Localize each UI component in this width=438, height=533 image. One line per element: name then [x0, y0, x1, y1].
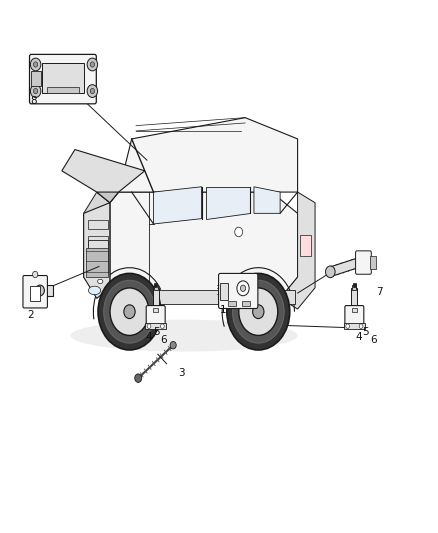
Polygon shape — [62, 150, 145, 203]
Text: 1: 1 — [220, 305, 227, 315]
Bar — [370, 256, 376, 270]
Bar — [46, 87, 79, 93]
Circle shape — [35, 285, 44, 296]
Circle shape — [346, 324, 350, 328]
Bar — [108, 290, 295, 304]
Polygon shape — [119, 118, 297, 192]
Polygon shape — [329, 254, 371, 277]
Circle shape — [33, 88, 38, 94]
Circle shape — [124, 305, 135, 319]
Bar — [242, 301, 250, 306]
Text: 7: 7 — [376, 287, 383, 297]
Circle shape — [227, 273, 290, 350]
Polygon shape — [254, 187, 280, 213]
Bar — [154, 286, 158, 290]
Text: 5: 5 — [362, 327, 369, 337]
Circle shape — [90, 88, 95, 94]
Bar — [153, 288, 159, 310]
Polygon shape — [153, 187, 201, 224]
Bar — [352, 308, 357, 312]
Circle shape — [90, 62, 95, 67]
Circle shape — [237, 281, 249, 296]
FancyBboxPatch shape — [29, 54, 96, 104]
Circle shape — [170, 342, 176, 349]
Bar — [153, 308, 158, 312]
Bar — [228, 301, 236, 306]
Bar — [88, 236, 108, 245]
Circle shape — [359, 324, 363, 328]
Text: 4: 4 — [355, 332, 362, 342]
Circle shape — [325, 266, 335, 278]
Circle shape — [110, 288, 149, 335]
Polygon shape — [97, 192, 119, 203]
Bar — [31, 71, 41, 86]
Bar — [145, 324, 166, 329]
Ellipse shape — [71, 320, 297, 352]
Circle shape — [33, 62, 38, 67]
Text: 3: 3 — [179, 368, 185, 378]
Circle shape — [253, 305, 264, 319]
Ellipse shape — [88, 286, 101, 295]
Text: 4: 4 — [146, 332, 152, 342]
FancyBboxPatch shape — [23, 276, 47, 308]
Bar — [300, 235, 311, 256]
Bar — [344, 324, 365, 329]
Bar — [353, 283, 356, 287]
Bar — [88, 240, 108, 272]
FancyBboxPatch shape — [345, 305, 364, 326]
Bar — [154, 283, 157, 287]
Text: 2: 2 — [27, 310, 34, 320]
FancyBboxPatch shape — [219, 273, 258, 309]
Circle shape — [30, 58, 41, 71]
Bar — [351, 288, 357, 310]
Circle shape — [98, 273, 161, 350]
Circle shape — [235, 227, 243, 237]
Polygon shape — [110, 192, 297, 298]
Polygon shape — [280, 192, 315, 309]
Text: 8: 8 — [30, 95, 37, 106]
Bar — [220, 283, 228, 300]
Bar — [353, 286, 356, 290]
Text: 5: 5 — [153, 327, 159, 337]
Polygon shape — [206, 187, 250, 219]
Circle shape — [135, 374, 142, 382]
Circle shape — [147, 324, 151, 328]
Polygon shape — [84, 203, 110, 298]
Circle shape — [32, 271, 38, 278]
Circle shape — [233, 280, 284, 343]
Circle shape — [104, 280, 155, 343]
Circle shape — [239, 288, 278, 335]
Circle shape — [87, 58, 98, 71]
Circle shape — [87, 85, 98, 98]
Bar — [88, 220, 108, 229]
Text: 6: 6 — [370, 335, 377, 345]
Bar — [42, 63, 84, 93]
FancyBboxPatch shape — [356, 251, 371, 274]
FancyBboxPatch shape — [146, 305, 165, 326]
Bar — [30, 286, 40, 301]
Circle shape — [160, 324, 164, 328]
Bar — [88, 252, 108, 261]
Polygon shape — [84, 192, 110, 277]
Text: 6: 6 — [160, 335, 167, 345]
Circle shape — [30, 85, 41, 98]
Bar — [86, 248, 108, 277]
Ellipse shape — [98, 279, 103, 284]
Circle shape — [240, 285, 246, 292]
Bar — [40, 285, 53, 296]
